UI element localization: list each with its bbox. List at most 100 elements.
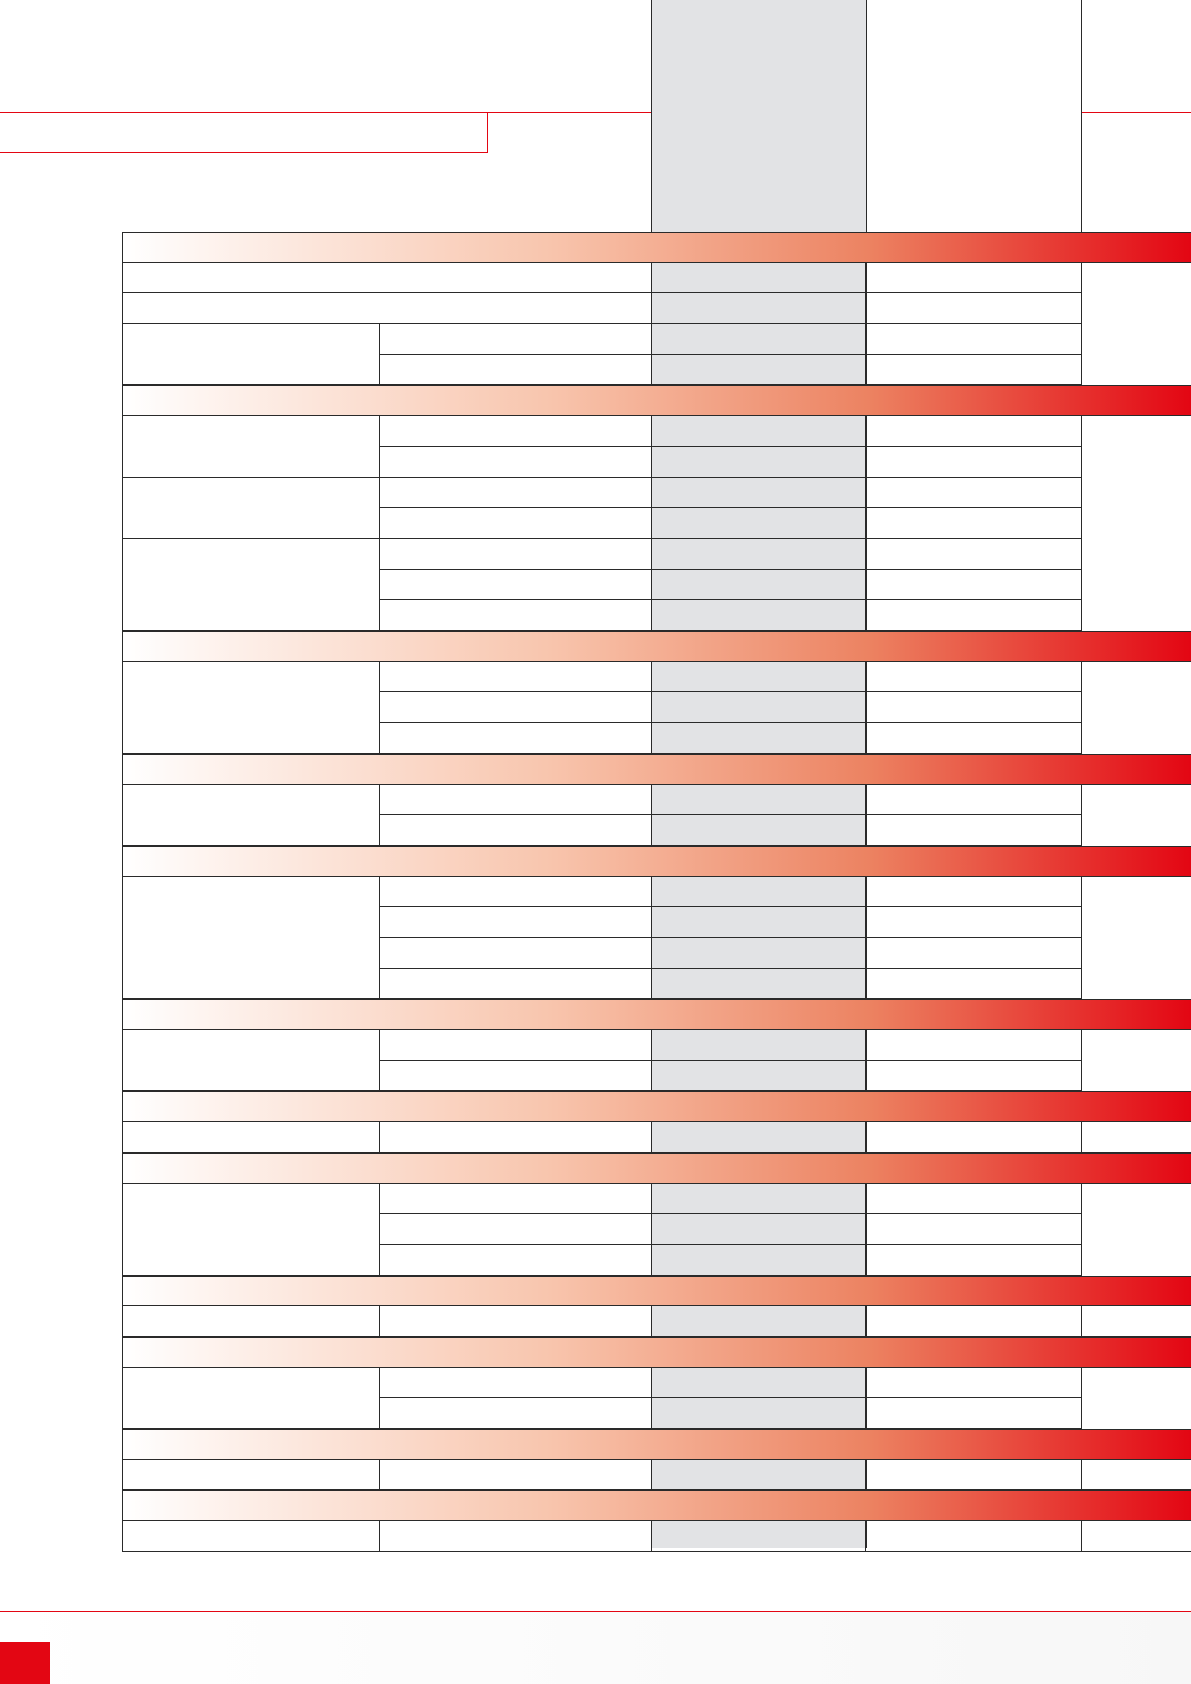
value-cell-highlight xyxy=(652,907,866,938)
value-cell xyxy=(866,815,1082,846)
row-sublabel xyxy=(380,569,652,601)
value-cell xyxy=(866,1521,1082,1552)
value-cell-highlight xyxy=(652,723,866,754)
table-row xyxy=(122,477,1191,509)
section-title xyxy=(123,1154,1191,1183)
section-body xyxy=(122,1306,1191,1338)
section-body xyxy=(122,1183,1191,1276)
extra-column-cell xyxy=(1082,784,1191,846)
row-sublabel xyxy=(380,1398,652,1430)
section-title xyxy=(123,1000,1191,1029)
extra-column-cell xyxy=(1082,876,1191,1000)
value-cell xyxy=(866,876,1082,908)
row-group-label xyxy=(122,661,380,754)
value-cell xyxy=(866,477,1082,509)
table-row xyxy=(122,1521,1191,1552)
section-title xyxy=(123,386,1191,415)
section-title xyxy=(123,847,1191,876)
row-group-label xyxy=(122,876,380,1000)
row-sublabel xyxy=(380,1060,652,1092)
extra-column-cell xyxy=(1082,416,1191,632)
value-cell-highlight xyxy=(652,876,866,908)
section-title xyxy=(123,1277,1191,1306)
extra-column-cell xyxy=(1082,1030,1191,1092)
row-sublabel xyxy=(380,477,652,509)
value-cell xyxy=(866,784,1082,816)
table-row xyxy=(122,1122,1191,1153)
table-row xyxy=(122,1214,1191,1245)
section-header-row xyxy=(122,1091,1191,1123)
table-row xyxy=(122,784,1191,816)
row-sublabel xyxy=(380,600,652,632)
section-header-row xyxy=(122,1429,1191,1460)
table-row xyxy=(122,600,1191,632)
value-cell xyxy=(866,1244,1082,1276)
table-row xyxy=(122,569,1191,601)
value-cell xyxy=(866,600,1082,632)
value-cell-highlight xyxy=(652,968,866,1000)
section-header-row xyxy=(122,631,1191,662)
row-group-label xyxy=(122,416,380,478)
value-cell-highlight xyxy=(652,600,866,632)
section-title xyxy=(123,632,1191,661)
value-cell xyxy=(866,508,1082,539)
row-sublabel xyxy=(380,661,652,693)
value-cell xyxy=(866,416,1082,447)
row-group-label xyxy=(122,1367,380,1430)
row-group-label xyxy=(122,1183,380,1276)
header-top-rule-left xyxy=(0,112,652,113)
value-cell xyxy=(866,1122,1082,1153)
section-header-row xyxy=(122,1490,1191,1522)
header-title-box-bottom-rule xyxy=(0,152,488,153)
row-sublabel xyxy=(380,1183,652,1215)
table-row xyxy=(122,324,1191,355)
value-cell xyxy=(866,1183,1082,1215)
header-top-rule-right xyxy=(1082,112,1191,113)
value-cell-highlight xyxy=(652,508,866,539)
row-group-label xyxy=(122,324,380,386)
row-sublabel xyxy=(380,354,652,386)
value-cell-highlight xyxy=(652,1398,866,1430)
extra-column-cell xyxy=(1082,1459,1191,1491)
table-row xyxy=(122,1183,1191,1215)
section-body xyxy=(122,876,1191,1000)
table-row xyxy=(122,1459,1191,1491)
section-header-row xyxy=(122,232,1191,263)
value-cell-highlight xyxy=(652,1183,866,1215)
table-row xyxy=(122,938,1191,969)
value-cell xyxy=(866,354,1082,386)
row-group-label xyxy=(122,1030,380,1092)
section-title xyxy=(123,233,1191,262)
value-cell xyxy=(866,1367,1082,1399)
row-group-label xyxy=(122,477,380,539)
section-body xyxy=(122,1030,1191,1092)
table-row xyxy=(122,1306,1191,1338)
extra-column-cell xyxy=(1082,1367,1191,1430)
row-label xyxy=(122,262,652,294)
row-label xyxy=(122,293,652,325)
extra-column-cell xyxy=(1082,1521,1191,1552)
section-title xyxy=(123,755,1191,784)
section-body xyxy=(122,1122,1191,1153)
row-sublabel xyxy=(380,784,652,816)
value-cell xyxy=(866,938,1082,969)
extra-column-cell xyxy=(1082,1183,1191,1276)
table-row xyxy=(122,354,1191,386)
value-cell-highlight xyxy=(652,692,866,724)
value-cell-highlight xyxy=(652,1030,866,1061)
value-cell xyxy=(866,692,1082,724)
table-row xyxy=(122,1060,1191,1092)
value-cell xyxy=(866,446,1082,478)
table-row xyxy=(122,508,1191,539)
row-sublabel xyxy=(380,324,652,355)
section-body xyxy=(122,661,1191,754)
section-body xyxy=(122,1521,1191,1552)
value-cell xyxy=(866,538,1082,570)
value-cell-highlight xyxy=(652,477,866,509)
value-cell xyxy=(866,1060,1082,1092)
row-sublabel xyxy=(380,1306,652,1338)
section-header-row xyxy=(122,385,1191,417)
row-sublabel xyxy=(380,938,652,969)
value-cell-highlight xyxy=(652,324,866,355)
value-cell-highlight xyxy=(652,661,866,693)
